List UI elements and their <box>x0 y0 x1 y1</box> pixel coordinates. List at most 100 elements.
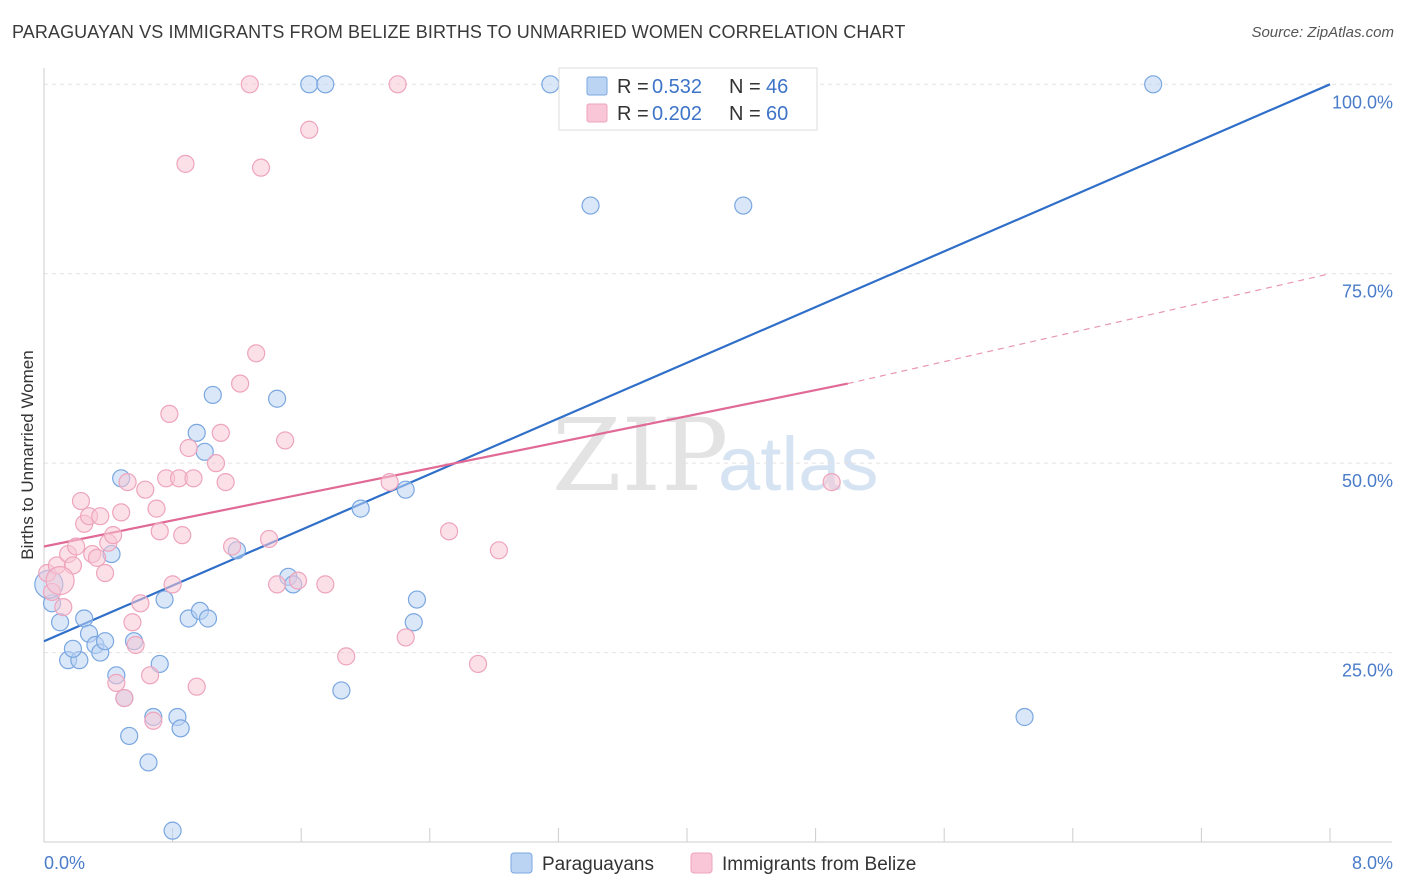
point-belize-19 <box>118 472 137 492</box>
stats-r-value-1: 0.202 <box>652 103 702 125</box>
point-paraguayans-4 <box>63 639 83 658</box>
series-legend: Paraguayans Immigrants from Belize <box>510 852 916 875</box>
watermark-atlas: atlas <box>718 422 879 507</box>
point-belize-51 <box>337 647 356 666</box>
point-belize-50 <box>316 575 335 594</box>
point-belize-7 <box>71 491 91 511</box>
y-tick-label-3: 100.0% <box>1332 92 1393 112</box>
watermark-zip: ZIP <box>552 397 728 514</box>
trend-line-paraguayans <box>43 83 1331 643</box>
x-tick-label-0: 0.0% <box>44 853 85 873</box>
point-paraguayans-34 <box>316 75 335 94</box>
point-belize-11 <box>87 548 107 567</box>
x-tick-labels: 0.0% 8.0% <box>44 853 1393 873</box>
stats-n-label-1: N = <box>729 103 761 125</box>
point-belize-13 <box>95 563 115 583</box>
legend-label-paraguayans: Paraguayans <box>542 854 654 875</box>
point-paraguayans-16 <box>139 753 158 772</box>
stats-n-label-0: N = <box>729 76 761 98</box>
point-belize-58 <box>822 472 841 492</box>
point-belize-33 <box>176 154 195 173</box>
point-belize-49 <box>300 120 319 139</box>
point-paraguayans-19 <box>155 590 174 609</box>
legend-swatch-paraguayans <box>510 852 533 874</box>
point-paraguayans-39 <box>407 590 427 609</box>
point-belize-56 <box>468 654 488 674</box>
point-belize-42 <box>240 75 259 94</box>
point-paraguayans-27 <box>198 609 218 628</box>
point-belize-30 <box>163 575 182 594</box>
point-belize-12 <box>91 507 110 526</box>
data-points <box>34 75 1163 840</box>
point-belize-21 <box>126 635 145 655</box>
point-belize-39 <box>216 472 235 492</box>
point-belize-38 <box>211 423 230 442</box>
point-belize-18 <box>115 688 134 708</box>
point-paraguayans-22 <box>171 719 190 738</box>
point-belize-24 <box>140 666 160 685</box>
point-paraguayans-1 <box>50 613 70 632</box>
point-belize-27 <box>150 522 169 541</box>
point-paraguayans-43 <box>1015 707 1034 727</box>
stats-n-value-0: 46 <box>766 76 788 98</box>
grid-lines <box>44 83 1392 654</box>
point-belize-40 <box>222 537 242 556</box>
y-tick-label-2: 75.0% <box>1342 282 1393 302</box>
watermark: ZIP atlas <box>552 397 879 514</box>
point-belize-46 <box>267 575 287 594</box>
point-belize-45 <box>259 529 279 549</box>
point-belize-29 <box>160 404 179 424</box>
point-belize-55 <box>439 522 459 541</box>
point-paraguayans-14 <box>120 726 139 746</box>
legend-label-belize: Immigrants from Belize <box>722 854 916 875</box>
point-belize-36 <box>187 677 206 696</box>
point-belize-16 <box>107 673 126 692</box>
point-belize-34 <box>179 438 198 458</box>
point-paraguayans-33 <box>300 75 319 94</box>
source-credit: Source: ZipAtlas.com <box>1251 24 1394 41</box>
point-paraguayans-28 <box>203 385 222 405</box>
point-belize-54 <box>396 628 415 647</box>
stats-n-value-1: 60 <box>766 103 788 125</box>
point-paraguayans-30 <box>267 389 287 408</box>
point-paraguayans-35 <box>332 681 351 700</box>
stats-legend-box: R = 0.532 N = 46 R = 0.202 N = 60 <box>558 67 818 131</box>
point-paraguayans-41 <box>581 196 600 215</box>
point-paraguayans-20 <box>163 821 182 840</box>
point-paraguayans-5 <box>75 609 94 628</box>
point-belize-48 <box>288 571 308 590</box>
point-belize-53 <box>388 75 407 94</box>
point-belize-35 <box>184 469 203 488</box>
point-belize-6 <box>67 537 86 556</box>
point-paraguayans-38 <box>404 613 423 632</box>
point-belize-59 <box>45 565 75 596</box>
point-belize-26 <box>147 499 166 518</box>
y-tick-labels: 25.0% 50.0% 75.0% 100.0% <box>1332 92 1393 680</box>
point-belize-15 <box>104 526 123 545</box>
point-paraguayans-36 <box>351 499 370 518</box>
stats-swatch-belize <box>586 103 608 123</box>
y-tick-label-1: 50.0% <box>1342 471 1393 491</box>
point-belize-20 <box>123 613 142 632</box>
x-tick-label-1: 8.0% <box>1352 853 1393 873</box>
trend-line-belize <box>43 382 848 548</box>
point-belize-3 <box>54 598 73 617</box>
point-paraguayans-24 <box>187 423 206 442</box>
point-belize-44 <box>251 158 271 177</box>
point-belize-57 <box>489 541 509 560</box>
stats-r-label-0: R = <box>617 76 649 98</box>
chart-title: PARAGUAYAN VS IMMIGRANTS FROM BELIZE BIR… <box>12 22 906 42</box>
point-belize-22 <box>131 594 150 613</box>
stats-r-label-1: R = <box>617 103 649 125</box>
stats-swatch-paraguayans <box>586 76 608 96</box>
point-belize-17 <box>112 503 131 522</box>
point-paraguayans-9 <box>95 632 115 651</box>
legend-swatch-belize <box>690 852 713 874</box>
point-belize-43 <box>247 344 266 363</box>
point-belize-23 <box>136 480 155 499</box>
trend-lines <box>43 83 1331 643</box>
point-belize-32 <box>173 526 192 545</box>
y-tick-label-0: 25.0% <box>1342 661 1393 681</box>
point-paraguayans-42 <box>734 196 753 215</box>
point-belize-41 <box>231 374 250 393</box>
